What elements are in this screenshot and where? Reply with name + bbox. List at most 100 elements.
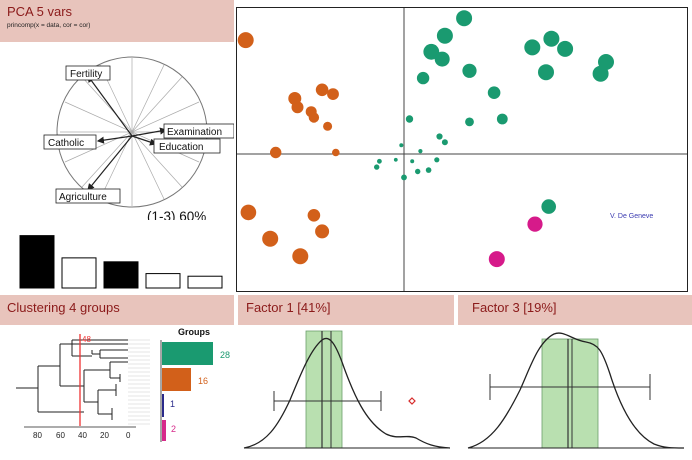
scatter-point <box>592 65 609 82</box>
arrow-examination <box>131 127 168 137</box>
group-count-3: 1 <box>170 399 175 409</box>
var-label-agriculture-box <box>55 188 121 204</box>
group-count-4: 2 <box>171 424 176 434</box>
scatter-point <box>291 101 304 114</box>
scatter-point <box>487 86 501 99</box>
scatter-point <box>418 149 423 154</box>
var-label-examination-box <box>163 123 234 139</box>
var-label-catholic: Catholic <box>48 138 84 149</box>
scree-bar <box>187 275 223 289</box>
scatter-point <box>323 121 333 131</box>
scatter-point <box>410 159 415 164</box>
arrow-fertility <box>87 75 133 137</box>
var-label-fertility-box <box>65 65 111 81</box>
scatter-point <box>423 43 440 60</box>
dendro-tick-20: 20 <box>100 431 109 440</box>
factor1-title: Factor 1 [41%] <box>246 300 331 315</box>
var-label-education-box <box>153 138 221 154</box>
arrow-education <box>131 135 158 146</box>
scree-plot <box>19 235 223 289</box>
arrow-agriculture <box>87 135 133 191</box>
scree-bar <box>19 235 55 289</box>
groups-label: Groups <box>178 327 210 337</box>
scatter-point <box>374 164 380 170</box>
group-bar-2 <box>162 368 191 391</box>
scatter-point <box>292 248 309 265</box>
pca-subtitle: princomp(x = data, cor = cor) <box>7 22 91 29</box>
group-bar-3 <box>162 394 164 417</box>
scatter-point <box>434 51 450 67</box>
factor1-header: Factor 1 [41%] <box>238 295 454 325</box>
factor1-curve <box>243 337 451 449</box>
var-label-examination: Examination <box>167 127 222 138</box>
scatter-point <box>327 88 339 100</box>
scatter-point <box>415 168 421 175</box>
factor3-density <box>467 332 685 449</box>
factor3-title: Factor 3 [19%] <box>472 300 557 315</box>
scatter-point <box>308 112 320 123</box>
dendrogram: 48 80 60 40 20 0 Groups 28 16 1 2 <box>16 327 230 442</box>
scatter-point <box>315 224 330 239</box>
scatter-point <box>405 115 414 123</box>
scatter-point <box>456 10 473 27</box>
factor3-curve <box>467 332 685 449</box>
scatter-point <box>237 32 254 49</box>
scatter-point <box>401 174 407 181</box>
scatter-point <box>434 157 440 163</box>
scatter-frame <box>236 7 688 292</box>
scatter-point <box>524 39 541 56</box>
scatter-point <box>416 71 430 85</box>
scatter-point <box>462 63 477 78</box>
scatter-point <box>488 251 505 268</box>
arrow-catholic <box>96 135 133 144</box>
outlier-marker <box>408 397 416 405</box>
dendro-tick-60: 60 <box>56 431 65 440</box>
scatter-point <box>270 146 282 159</box>
dendro-branches <box>16 339 128 420</box>
scatter-point <box>465 117 474 127</box>
individuals-scatter: V. De Geneve <box>237 8 687 291</box>
scatter-point <box>541 199 556 214</box>
group-bar-1 <box>162 342 213 365</box>
pca-header: PCA 5 vars <box>0 0 234 42</box>
leaf-lines <box>128 339 150 425</box>
scatter-point <box>377 158 382 164</box>
clustering-title: Clustering 4 groups <box>7 300 120 315</box>
scatter-point <box>436 27 453 44</box>
scatter-annotation: V. De Geneve <box>610 213 653 220</box>
dendro-tick-40: 40 <box>78 431 87 440</box>
group-bar-4 <box>162 420 166 441</box>
scatter-point <box>527 216 543 232</box>
scatter-point <box>425 167 432 173</box>
var-label-fertility: Fertility <box>70 69 102 80</box>
scatter-point <box>436 133 443 140</box>
dendro-tick-80: 80 <box>33 431 42 440</box>
scatter-point <box>557 40 574 57</box>
group-count-2: 16 <box>198 376 208 386</box>
scree-bar <box>145 273 181 289</box>
var-label-education: Education <box>159 142 203 153</box>
scatter-point <box>307 209 321 222</box>
clustering-header: Clustering 4 groups <box>0 295 234 325</box>
factor1-iqr <box>305 330 343 449</box>
scatter-point <box>240 204 257 221</box>
scatter-point <box>262 230 279 247</box>
scatter-point <box>399 143 404 148</box>
group-count-1: 28 <box>220 350 230 360</box>
correlation-circle: Fertility Catholic Examination Education… <box>43 56 234 220</box>
pca-title: PCA 5 vars <box>7 4 73 19</box>
scree-bar <box>103 261 139 289</box>
scatter-point <box>538 64 554 81</box>
scatter-point <box>543 30 560 47</box>
scatter-point <box>393 157 398 162</box>
var-label-catholic-box <box>43 134 97 150</box>
scree-bar <box>61 257 97 289</box>
scatter-point <box>332 148 340 157</box>
factor1-density <box>243 330 451 449</box>
factor3-iqr <box>541 338 599 449</box>
factor3-header: Factor 3 [19%] <box>458 295 692 325</box>
var-label-agriculture: Agriculture <box>59 192 107 203</box>
scatter-point <box>441 139 448 146</box>
dendro-tick-0: 0 <box>126 431 131 440</box>
scatter-point <box>315 83 329 97</box>
